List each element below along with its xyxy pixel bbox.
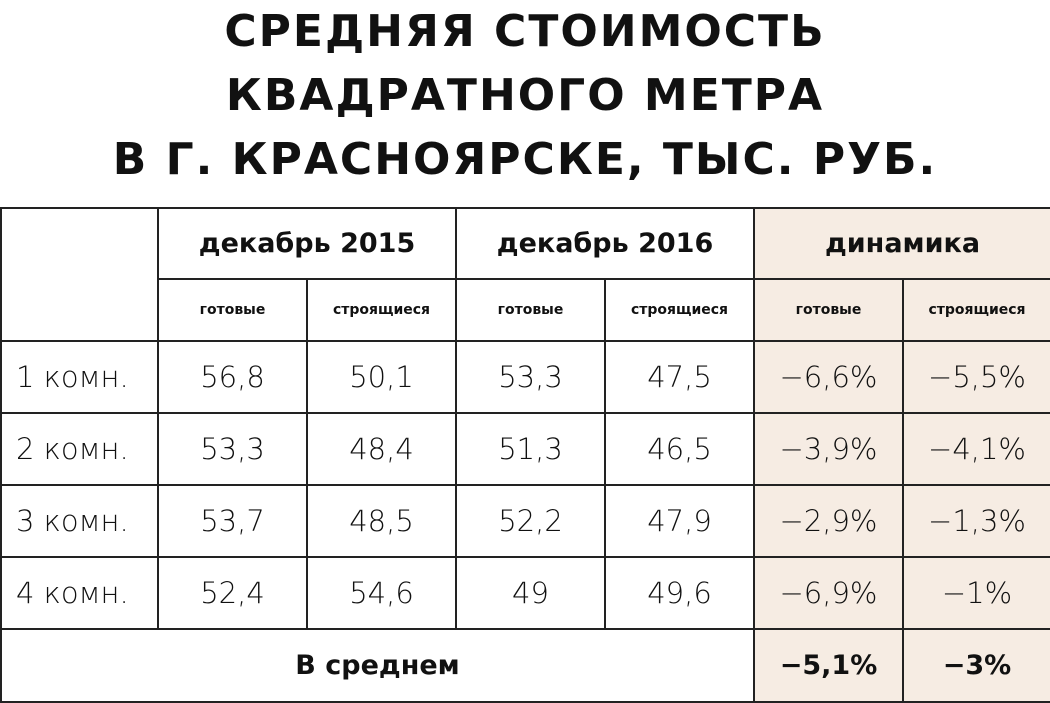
cell: 47,5 bbox=[604, 340, 755, 414]
group-header: декабрь 2016 bbox=[455, 207, 755, 280]
subheader-row: готовые строящиеся готовые строящиеся готовы… bbox=[1, 278, 1050, 342]
cell: 54,6 bbox=[306, 556, 457, 630]
cell: 48,4 bbox=[306, 412, 457, 486]
cell: −4,1% bbox=[901, 412, 1050, 486]
cell: 49,6 bbox=[604, 556, 755, 630]
cell: 51,3 bbox=[455, 412, 606, 486]
data-row: 3 комн. 53,7 48,5 52,2 47,9 −2,9% −1,3% bbox=[0, 484, 1050, 558]
cell: 52,4 bbox=[157, 556, 308, 630]
row-label: 1 комн. bbox=[0, 340, 159, 414]
data-row: 2 комн. 53,3 48,4 51,3 46,5 −3,9% −4,1% bbox=[0, 412, 1050, 486]
data-row: 4 комн. 52,4 54,6 49 49,6 −6,9% −1% bbox=[0, 556, 1050, 630]
cell: 46,5 bbox=[604, 412, 755, 486]
cell: −6,6% bbox=[753, 340, 904, 414]
row-label: 2 комн. bbox=[0, 412, 159, 486]
cell: 56,8 bbox=[157, 340, 308, 414]
subheader: готовые bbox=[157, 278, 308, 342]
cell: −1,3% bbox=[901, 484, 1050, 558]
subheader: готовые bbox=[753, 278, 904, 342]
subheader: строящиеся bbox=[306, 278, 457, 342]
cell: −6,9% bbox=[753, 556, 904, 630]
footer-label: В среднем bbox=[0, 628, 755, 703]
cell: 49 bbox=[455, 556, 606, 630]
footer-row: В среднем −5,1% −3% bbox=[0, 628, 1050, 703]
cell: 48,5 bbox=[306, 484, 457, 558]
group-header: декабрь 2015 bbox=[157, 207, 457, 280]
cell: −2,9% bbox=[753, 484, 904, 558]
footer-value: −3% bbox=[901, 628, 1050, 703]
row-label: 3 комн. bbox=[0, 484, 159, 558]
footer-value: −5,1% bbox=[753, 628, 904, 703]
corner-cell bbox=[0, 207, 159, 342]
subheader: строящиеся bbox=[604, 278, 755, 342]
cell: −3,9% bbox=[753, 412, 904, 486]
cell: 52,2 bbox=[455, 484, 606, 558]
table-body: декабрь 2015 декабрь 2016 динамика готовые с… bbox=[0, 207, 1050, 703]
title-line: В Г. КРАСНОЯРСКЕ, ТЫС. РУБ. bbox=[112, 134, 938, 185]
group-header: динамика bbox=[752, 207, 1050, 280]
cell: 53,7 bbox=[157, 484, 308, 558]
title-line: КВАДРАТНОГО МЕТРА bbox=[225, 70, 825, 121]
cell: 50,1 bbox=[306, 340, 457, 414]
subheader: готовые bbox=[455, 278, 606, 342]
data-row: 1 комн. 56,8 50,1 53,3 47,5 −6,6% −5,5% bbox=[0, 340, 1050, 414]
title: СРЕДНЯЯ СТОИМОСТЬ КВАДРАТНОГО МЕТРА В Г. К… bbox=[0, 0, 1050, 207]
header-row: декабрь 2015 декабрь 2016 динамика bbox=[0, 207, 1050, 342]
cell: 53,3 bbox=[157, 412, 308, 486]
row-label: 4 комн. bbox=[0, 556, 159, 630]
cell: 53,3 bbox=[455, 340, 606, 414]
price-table: декабрь 2015 декабрь 2016 динамика готовые с… bbox=[0, 207, 1050, 703]
cell: −1% bbox=[901, 556, 1050, 630]
subheader: строящиеся bbox=[901, 278, 1050, 342]
cell: 47,9 bbox=[604, 484, 755, 558]
title-line: СРЕДНЯЯ СТОИМОСТЬ bbox=[224, 6, 826, 57]
cell: −5,5% bbox=[901, 340, 1050, 414]
